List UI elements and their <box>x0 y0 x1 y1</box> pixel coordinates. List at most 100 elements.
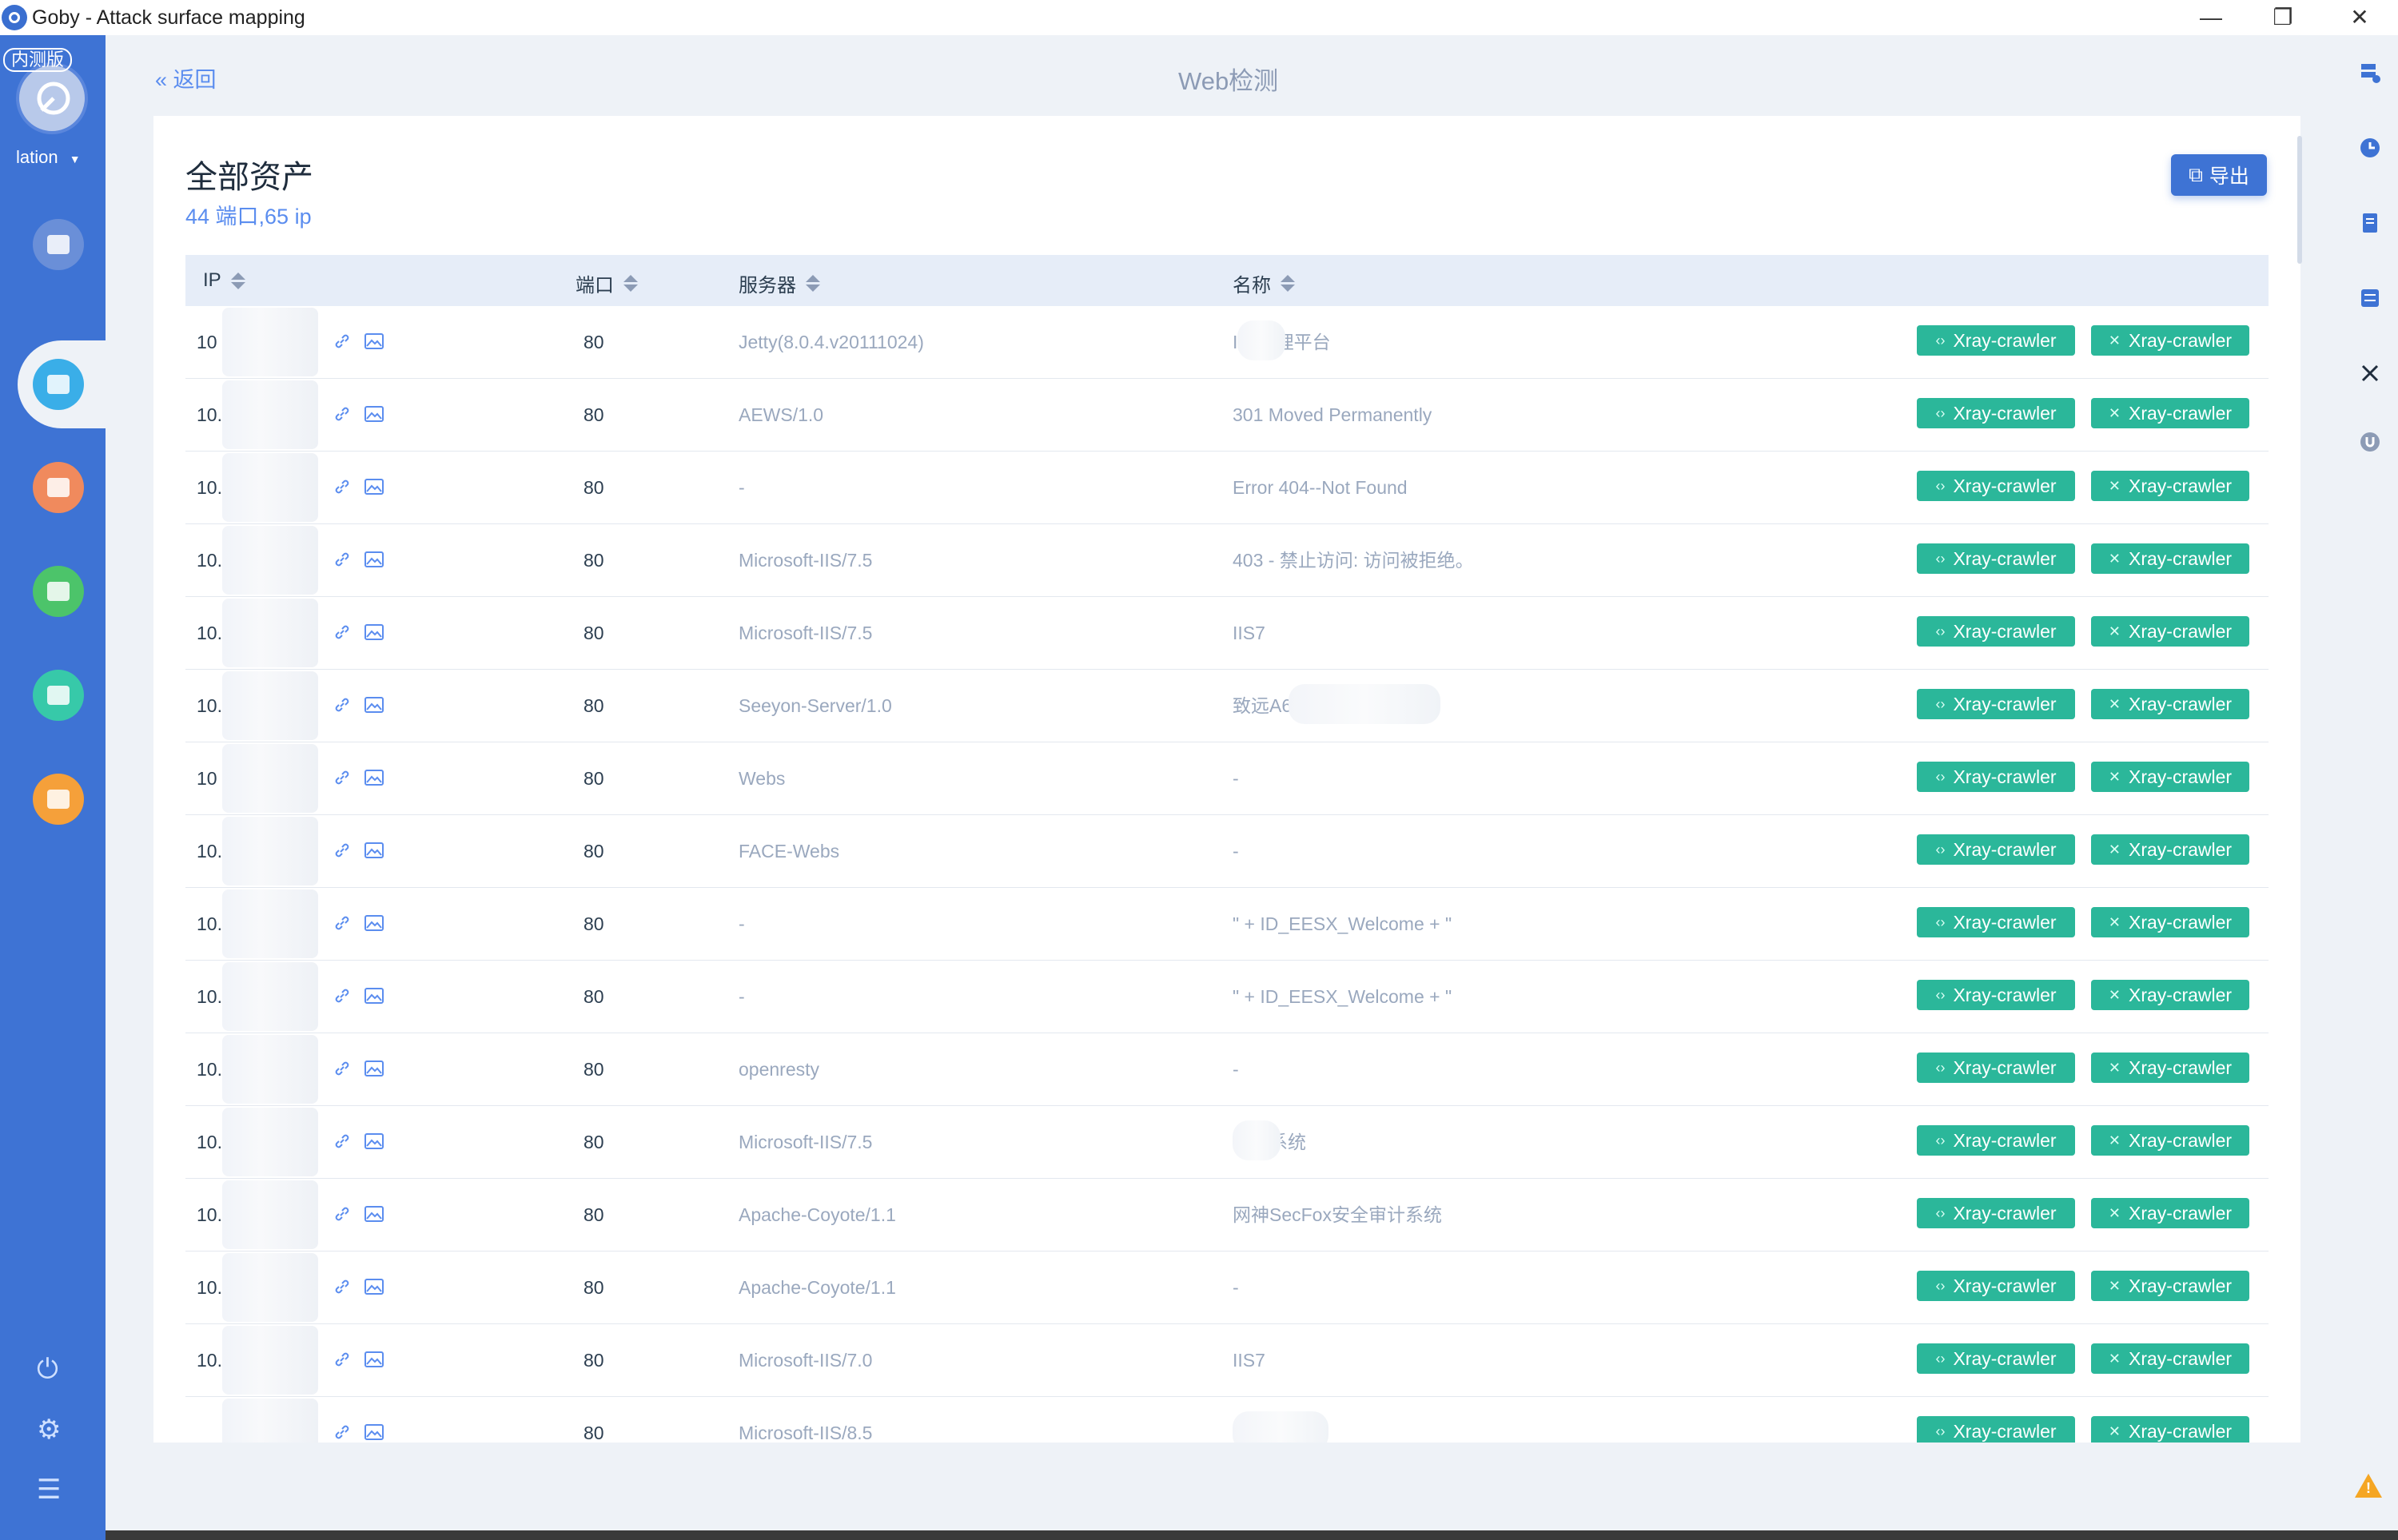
xray-icon[interactable] <box>2360 363 2380 384</box>
xray-crawler-button[interactable]: ‹› Xray-crawler <box>1917 616 2075 647</box>
xray-crawler-button[interactable]: ✕ Xray-crawler <box>2091 907 2249 937</box>
link-icon[interactable] <box>334 551 350 567</box>
sort-icon[interactable] <box>806 275 820 292</box>
table-row[interactable]: 10.16 80 Apache-Coyote/1.1 网神SecFox安全审计系… <box>185 1179 2269 1251</box>
scrollbar[interactable] <box>2297 136 2302 264</box>
export-button[interactable]: ⧉ 导出 <box>2171 154 2267 196</box>
link-icon[interactable] <box>334 1206 350 1222</box>
table-row[interactable]: 10.1( 80 openresty - ‹› Xray-crawler ✕ X… <box>185 1033 2269 1106</box>
xray-crawler-button[interactable]: ✕ Xray-crawler <box>2091 1416 2249 1443</box>
power-icon[interactable]: ⏻ <box>37 1354 58 1384</box>
link-icon[interactable] <box>334 1351 350 1367</box>
link-icon[interactable] <box>334 1133 350 1149</box>
screenshot-icon[interactable] <box>364 624 384 640</box>
xray-crawler-button[interactable]: ‹› Xray-crawler <box>1917 1271 2075 1301</box>
link-icon[interactable] <box>334 1060 350 1076</box>
column-port[interactable]: 端口 <box>576 269 638 297</box>
new-task-icon[interactable] <box>2360 62 2380 83</box>
screenshot-icon[interactable] <box>364 697 384 713</box>
xray-crawler-button[interactable]: ‹› Xray-crawler <box>1917 689 2075 719</box>
table-row[interactable]: 80 Microsoft-IIS/8.5 ‹› Xray-crawler ✕ X… <box>185 1397 2269 1443</box>
web-detect-nav-button[interactable] <box>33 359 84 410</box>
xray-crawler-button[interactable]: ✕ Xray-crawler <box>2091 980 2249 1010</box>
table-row[interactable]: 10. 80 Seeyon-Server/1.0 致远A6-V5协 ‹› Xra… <box>185 670 2269 742</box>
table-row[interactable]: 10.16 80 Microsoft-IIS/7.5 IIS7 ‹› Xray-… <box>185 597 2269 670</box>
xray-crawler-button[interactable]: ✕ Xray-crawler <box>2091 398 2249 428</box>
screenshot-icon[interactable] <box>364 842 384 858</box>
xray-crawler-button[interactable]: ✕ Xray-crawler <box>2091 471 2249 501</box>
screenshot-icon[interactable] <box>364 1351 384 1367</box>
table-row[interactable]: 10. 80 AEWS/1.0 301 Moved Permanently ‹›… <box>185 379 2269 452</box>
xray-crawler-button[interactable]: ‹› Xray-crawler <box>1917 543 2075 574</box>
table-row[interactable]: 10 80 Webs - ‹› Xray-crawler ✕ Xray-craw… <box>185 742 2269 815</box>
xray-crawler-button[interactable]: ‹› Xray-crawler <box>1917 1343 2075 1374</box>
xray-crawler-button[interactable]: ✕ Xray-crawler <box>2091 1271 2249 1301</box>
link-icon[interactable] <box>334 333 350 349</box>
xray-crawler-button[interactable]: ‹› Xray-crawler <box>1917 980 2075 1010</box>
checklist-icon[interactable] <box>2360 288 2380 308</box>
link-icon[interactable] <box>334 406 350 422</box>
screenshot-icon[interactable] <box>364 479 384 495</box>
screenshot-icon[interactable] <box>364 1424 384 1440</box>
vuln-nav-button[interactable] <box>33 462 84 513</box>
ip-cell[interactable]: 10. <box>197 1277 222 1298</box>
ip-cell[interactable]: 10. <box>197 841 222 862</box>
xray-crawler-button[interactable]: ‹› Xray-crawler <box>1917 398 2075 428</box>
screenshot-icon[interactable] <box>364 1060 384 1076</box>
table-row[interactable]: 10.1 80 - " + ID_EESX_Welcome + " ‹› Xra… <box>185 888 2269 961</box>
column-name[interactable]: 名称 <box>1233 269 1295 297</box>
xray-crawler-button[interactable]: ‹› Xray-crawler <box>1917 834 2075 865</box>
column-server[interactable]: 服务器 <box>739 269 820 297</box>
screenshot-icon[interactable] <box>364 915 384 931</box>
ip-cell[interactable]: 10. <box>197 404 222 425</box>
link-icon[interactable] <box>334 624 350 640</box>
xray-crawler-button[interactable]: ✕ Xray-crawler <box>2091 762 2249 792</box>
link-icon[interactable] <box>334 842 350 858</box>
xray-crawler-button[interactable]: ✕ Xray-crawler <box>2091 1125 2249 1156</box>
close-button[interactable]: ✕ <box>2350 5 2369 30</box>
sort-icon[interactable] <box>623 275 638 292</box>
restore-button[interactable]: ❐ <box>2273 5 2293 30</box>
link-icon[interactable] <box>334 988 350 1004</box>
xray-crawler-button[interactable]: ‹› Xray-crawler <box>1917 1125 2075 1156</box>
screenshot-icon[interactable] <box>364 988 384 1004</box>
table-row[interactable]: 10.16 80 Microsoft-IIS/7.5 审核系统 ‹› Xray-… <box>185 1106 2269 1179</box>
ip-cell[interactable]: 10 <box>197 768 217 789</box>
link-icon[interactable] <box>334 1424 350 1440</box>
screenshot-icon[interactable] <box>364 1206 384 1222</box>
link-icon[interactable] <box>334 770 350 786</box>
link-icon[interactable] <box>334 479 350 495</box>
plugin-u-icon[interactable] <box>2360 432 2380 452</box>
clock-icon[interactable] <box>2360 137 2380 158</box>
xray-crawler-button[interactable]: ‹› Xray-crawler <box>1917 762 2075 792</box>
xray-crawler-button[interactable]: ✕ Xray-crawler <box>2091 1198 2249 1228</box>
screenshot-icon[interactable] <box>364 1279 384 1295</box>
xray-crawler-button[interactable]: ‹› Xray-crawler <box>1917 1198 2075 1228</box>
xray-crawler-button[interactable]: ‹› Xray-crawler <box>1917 907 2075 937</box>
chart-nav-button[interactable] <box>33 566 84 617</box>
table-row[interactable]: 10. 80 Apache-Coyote/1.1 - ‹› Xray-crawl… <box>185 1251 2269 1324</box>
link-icon[interactable] <box>334 915 350 931</box>
column-ip[interactable]: IP <box>203 269 245 292</box>
project-selector[interactable]: lation ▼ <box>16 147 81 168</box>
screenshot-icon[interactable] <box>364 333 384 349</box>
database-nav-button[interactable] <box>33 774 84 825</box>
back-link[interactable]: « 返回 <box>155 62 217 94</box>
minimize-button[interactable]: — <box>2200 5 2222 30</box>
sort-icon[interactable] <box>1281 275 1295 292</box>
xray-crawler-button[interactable]: ‹› Xray-crawler <box>1917 1416 2075 1443</box>
scan-nav-button[interactable] <box>33 219 84 270</box>
ip-cell[interactable]: 10 <box>197 332 217 352</box>
report-icon[interactable] <box>2360 213 2380 233</box>
table-row[interactable]: 10.16 80 Microsoft-IIS/7.5 403 - 禁止访问: 访… <box>185 524 2269 597</box>
xray-crawler-button[interactable]: ‹› Xray-crawler <box>1917 1053 2075 1083</box>
xray-crawler-button[interactable]: ✕ Xray-crawler <box>2091 616 2249 647</box>
xray-crawler-button[interactable]: ✕ Xray-crawler <box>2091 834 2249 865</box>
warning-icon[interactable]: ! <box>2355 1474 2382 1498</box>
xray-crawler-button[interactable]: ✕ Xray-crawler <box>2091 325 2249 356</box>
screenshot-icon[interactable] <box>364 406 384 422</box>
table-row[interactable]: 10.1( 80 - Error 404--Not Found ‹› Xray-… <box>185 452 2269 524</box>
link-icon[interactable] <box>334 1279 350 1295</box>
xray-crawler-button[interactable]: ✕ Xray-crawler <box>2091 543 2249 574</box>
table-row[interactable]: 10.1 80 - " + ID_EESX_Welcome + " ‹› Xra… <box>185 961 2269 1033</box>
